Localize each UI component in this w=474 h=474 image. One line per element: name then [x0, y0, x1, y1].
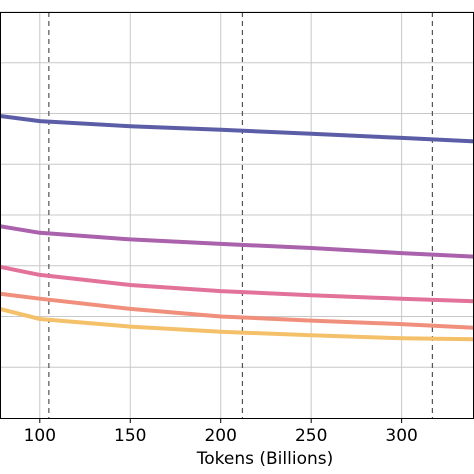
x-tick-label: 150 — [114, 426, 146, 446]
x-tick-label: 300 — [385, 426, 417, 446]
grid — [0, 11, 474, 418]
vertical-markers — [48, 12, 433, 418]
series-line-5 — [0, 306, 474, 342]
series-lines — [0, 114, 474, 342]
x-tick-labels: 100 150 200 250 300 — [24, 418, 418, 446]
x-tick-label: 100 — [24, 426, 56, 446]
series-line-3 — [0, 264, 474, 304]
x-tick-label: 200 — [204, 426, 236, 446]
x-axis-label: Tokens (Billions) — [196, 449, 333, 469]
series-line-2 — [0, 224, 474, 259]
x-tick-label: 250 — [295, 426, 327, 446]
series-line-4 — [0, 291, 474, 330]
series-line-1 — [0, 114, 474, 144]
